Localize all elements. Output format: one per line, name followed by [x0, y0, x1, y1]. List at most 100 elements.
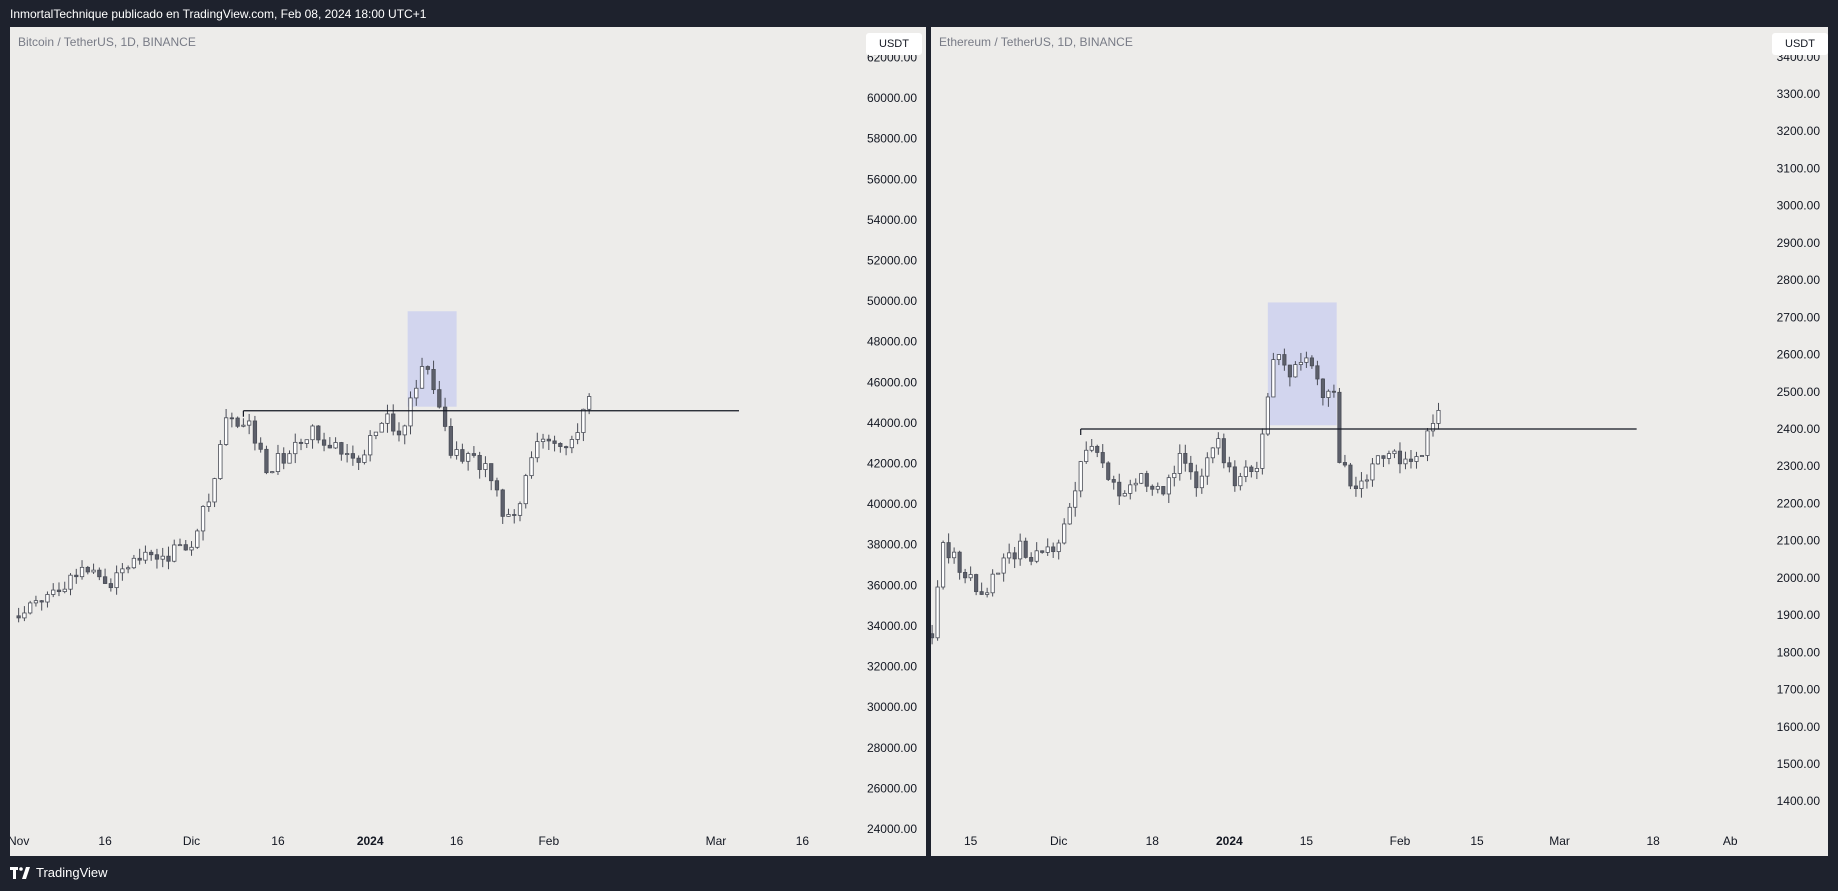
- candle-down: [108, 583, 113, 589]
- candle-up: [1001, 557, 1006, 574]
- candle-up: [1370, 463, 1375, 481]
- candle-up: [454, 449, 459, 456]
- candle-down: [137, 557, 142, 561]
- candle-down: [149, 551, 154, 556]
- candles: [931, 348, 1441, 645]
- candle-up: [990, 573, 995, 594]
- candle-up: [952, 551, 957, 559]
- candle-down: [1309, 357, 1314, 367]
- y-axis-tick-label: 2800.00: [1777, 273, 1821, 287]
- candle-up: [935, 586, 940, 639]
- candle-up: [466, 453, 471, 462]
- candle-down: [437, 389, 442, 408]
- candle-up: [310, 425, 315, 441]
- candle-down: [1111, 479, 1116, 483]
- candle-up: [304, 439, 309, 444]
- candle-down: [1188, 462, 1193, 473]
- footer-brand[interactable]: TradingView: [10, 865, 108, 880]
- candle-down: [1342, 462, 1347, 466]
- candle-down: [1331, 390, 1336, 393]
- y-axis-tick-label: 3100.00: [1777, 161, 1821, 175]
- candle-up: [1392, 450, 1397, 455]
- y-axis-tick-label: 2300.00: [1777, 459, 1821, 473]
- y-axis-tick-label: 60000.00: [867, 91, 917, 105]
- candle-up: [1436, 409, 1441, 424]
- candle-down: [102, 576, 108, 584]
- candle-down: [235, 417, 240, 427]
- y-axis-tick-label: 38000.00: [867, 538, 917, 552]
- y-axis-tick-label: 2900.00: [1777, 236, 1821, 250]
- candle-up: [1375, 455, 1380, 465]
- y-axis-tick-label: 2100.00: [1777, 534, 1821, 548]
- x-axis: Nov 16 Dic 16 2024 16 Feb Mar 16: [10, 834, 809, 848]
- candle-up: [1128, 484, 1133, 494]
- candle-down: [321, 439, 327, 446]
- candle-up: [1326, 390, 1331, 398]
- candle-down: [974, 574, 979, 593]
- y-axis-tick-label: 48000.00: [867, 335, 917, 349]
- y-axis-tick-label: 28000.00: [867, 741, 917, 755]
- candle-down: [1227, 462, 1232, 468]
- bitcoin-chart-canvas[interactable]: 62000.0060000.0058000.0056000.0054000.00…: [10, 27, 926, 856]
- candle-up: [189, 546, 194, 551]
- y-axis-tick-label: 2400.00: [1777, 422, 1821, 436]
- candle-up: [523, 475, 528, 505]
- candle-up: [1210, 447, 1215, 459]
- candle-up: [1034, 550, 1039, 562]
- y-axis-tick-label: 34000.00: [867, 619, 917, 633]
- candle-down: [957, 551, 962, 573]
- candle-up: [996, 572, 1001, 575]
- candle-down: [229, 417, 234, 420]
- currency-unit-button[interactable]: USDT: [866, 33, 922, 55]
- candle-up: [1276, 354, 1281, 361]
- candle-up: [985, 592, 990, 595]
- candle-down: [281, 453, 286, 464]
- bitcoin-chart-panel[interactable]: 62000.00 60000.00 58000.00 56000.00 54000.00…: [10, 27, 926, 856]
- y-axis-tick-label: 2700.00: [1777, 310, 1821, 324]
- y-axis-tick-label: 1600.00: [1777, 720, 1821, 734]
- y-axis-tick-label: 2000.00: [1777, 571, 1821, 585]
- candle-up: [1089, 445, 1094, 451]
- candle-up: [1254, 468, 1259, 473]
- y-axis-tick-label: 1800.00: [1777, 645, 1821, 659]
- candle-up: [68, 574, 73, 590]
- candle-down: [327, 444, 332, 449]
- candle-down: [1194, 471, 1199, 489]
- candle-down: [1221, 438, 1226, 464]
- candle-down: [252, 420, 258, 444]
- candle-down: [460, 449, 465, 462]
- candle-up: [1205, 457, 1210, 477]
- candle-up: [506, 514, 511, 517]
- candle-up: [1045, 546, 1050, 553]
- ethereum-chart-canvas[interactable]: 3400.003300.003200.003100.003000.002900.…: [931, 27, 1828, 856]
- candle-up: [419, 366, 425, 389]
- candle-up: [1172, 472, 1177, 479]
- candle-up: [91, 569, 96, 573]
- x-axis-tick-label: Dic: [183, 834, 200, 848]
- candle-up: [368, 435, 373, 456]
- x-axis: 15 Dic 18 2024 15 Feb 15 Mar 18 Ab: [964, 834, 1738, 848]
- candle-up: [1073, 490, 1078, 508]
- candle-down: [1106, 462, 1111, 480]
- candle-up: [1177, 452, 1182, 474]
- candle-down: [1320, 378, 1325, 398]
- y-axis: 62000.0060000.0058000.0056000.0054000.00…: [867, 50, 917, 836]
- y-axis-tick-label: 40000.00: [867, 497, 917, 511]
- x-axis-tick-label: 16: [796, 834, 810, 848]
- ethereum-chart-panel[interactable]: 3400.00 3300.00 3200.00 3100.00 3000.00 2900.…: [931, 27, 1828, 856]
- footer-brand-label: TradingView: [36, 865, 108, 880]
- candle-up: [51, 589, 56, 595]
- candle-down: [391, 413, 396, 432]
- candle-up: [270, 471, 275, 474]
- x-axis-tick-label: 16: [98, 834, 112, 848]
- candle-up: [1139, 473, 1144, 484]
- candle-down: [1249, 466, 1254, 473]
- candle-up: [293, 441, 298, 455]
- candle-up: [1419, 455, 1425, 457]
- candle-up: [212, 478, 217, 503]
- candle-down: [154, 554, 160, 560]
- candle-up: [177, 544, 183, 547]
- x-axis-tick-label: 18: [1146, 834, 1160, 848]
- currency-unit-button[interactable]: USDT: [1772, 33, 1828, 55]
- x-axis-tick-label: Ab: [1723, 834, 1738, 848]
